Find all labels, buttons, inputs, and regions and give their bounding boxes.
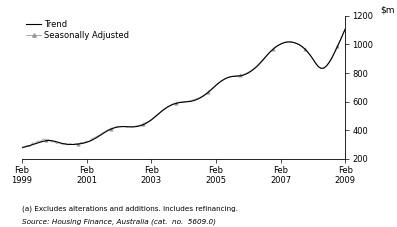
Legend: Trend, Seasonally Adjusted: Trend, Seasonally Adjusted [26, 20, 129, 40]
Y-axis label: $m: $m [380, 5, 395, 15]
Text: Source: Housing Finance, Australia (cat.  no.  5609.0): Source: Housing Finance, Australia (cat.… [22, 218, 216, 225]
Text: (a) Excludes alterations and additions. Includes refinancing.: (a) Excludes alterations and additions. … [22, 205, 238, 212]
